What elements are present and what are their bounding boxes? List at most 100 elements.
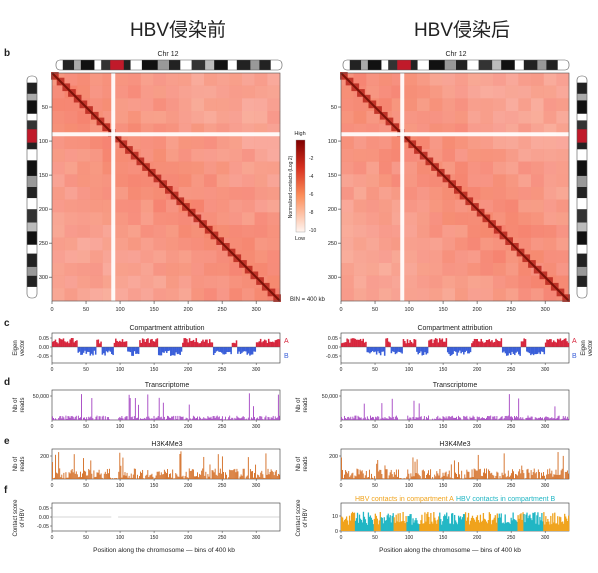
hic-block — [153, 149, 167, 162]
h3k4me3-track-bar — [94, 477, 96, 479]
hic-block — [191, 187, 205, 200]
hbv-b-bar — [462, 514, 465, 531]
hic-block — [216, 85, 230, 99]
h3k4me3-track-bar — [470, 477, 472, 479]
hbv-a-bar — [488, 512, 490, 531]
chromosome-band — [130, 60, 143, 70]
hbv-a-bar — [404, 523, 406, 531]
hic-xtick-label: 300 — [541, 307, 550, 313]
h3k4me3-track-bar — [228, 477, 230, 479]
compartment-b-bar — [530, 347, 532, 356]
hic-block — [191, 225, 205, 238]
transcriptome-track-bar — [348, 416, 350, 420]
h3k4me3-track-bar — [384, 465, 386, 479]
hic-block — [90, 85, 103, 99]
h3k4me3-track-bar — [533, 468, 535, 479]
compartment-b-bar — [453, 347, 456, 352]
hic-block — [467, 263, 481, 276]
h3k4me3-track-bar — [78, 476, 80, 479]
hbv-b-bar — [463, 514, 466, 531]
h3k4me3-track-bar — [434, 474, 436, 479]
ylabel-chip-right: reads — [303, 456, 309, 471]
hic-block — [353, 73, 367, 86]
chromosome-band — [577, 142, 587, 150]
hic-block — [140, 250, 154, 264]
hic-block — [417, 212, 430, 226]
compartment-a-bar — [153, 341, 156, 347]
hbv-a-bar — [379, 511, 381, 531]
h3k4me3-track-bar — [355, 476, 357, 479]
h3k4me3-track-bar — [520, 473, 522, 479]
compartment-a-bar — [559, 338, 562, 347]
transcriptome-track-bar — [471, 417, 473, 420]
compartment-b-bar — [77, 347, 80, 353]
transcriptome-track-bar — [146, 416, 148, 420]
hic-block — [417, 187, 430, 200]
transcriptome-track-bar — [228, 417, 230, 420]
track-xtick-label: 100 — [405, 535, 414, 541]
compartment-b-bar — [534, 347, 536, 355]
hic-block — [379, 225, 392, 238]
track-xtick-label: 300 — [541, 535, 550, 541]
transcriptome-track-bar — [227, 419, 229, 420]
h3k4me3-track-bar — [255, 464, 257, 479]
hic-block — [216, 149, 230, 162]
h3k4me3-track-bar — [249, 469, 251, 479]
transcriptome-track-bar — [252, 418, 253, 420]
h3k4me3-track-bar — [486, 468, 487, 479]
hbv-a-bar — [485, 521, 488, 531]
hbv-a-bar — [348, 515, 351, 531]
compartment-a-bar — [120, 341, 122, 347]
h3k4me3-track-bar — [208, 476, 210, 479]
h3k4me3-track-bar — [72, 472, 74, 479]
hbv-a-bar — [543, 512, 545, 531]
hic-block — [505, 288, 519, 302]
hbv-a-bar — [351, 511, 354, 531]
hic-block — [242, 174, 255, 188]
chromosome-band — [27, 175, 37, 188]
hic-block — [216, 111, 230, 124]
hbv-b-bar — [372, 524, 375, 531]
compartment-a-bar — [563, 338, 566, 347]
transcriptome-track-bar — [493, 416, 495, 420]
h3k4me3-track-bar — [257, 474, 259, 479]
hic-block — [404, 161, 418, 175]
hic-block — [242, 98, 255, 112]
transcriptome-track-bar — [262, 419, 264, 420]
hbv-a-bar — [437, 519, 439, 531]
hbv-b-bar — [504, 514, 506, 531]
hbv-a-bar — [468, 524, 471, 531]
track-xtick-label: 100 — [116, 424, 125, 430]
compartment-b-bar — [501, 347, 504, 353]
h3k4me3-track-bar — [202, 468, 204, 479]
h3k4me3-track-bar — [119, 452, 121, 479]
transcriptome-track-bar — [553, 418, 555, 420]
hic-block — [128, 111, 141, 124]
h3k4me3-track-bar — [505, 477, 507, 479]
xaxis-label-right: Position along the chromosome — bins of … — [379, 547, 521, 554]
h3k4me3-track-bar — [548, 474, 550, 479]
track-frame — [51, 389, 281, 421]
hic-block — [191, 263, 205, 276]
chromosome-band — [577, 244, 587, 254]
transcriptome-track-bar — [173, 415, 175, 420]
hic-block — [153, 288, 167, 302]
h3k4me3-track-bar — [142, 469, 144, 479]
hbv-a-bar — [438, 516, 440, 531]
hic-block — [455, 212, 468, 226]
h3k4me3-track-bar — [495, 475, 497, 479]
hic-block — [493, 149, 506, 162]
compartment-a-bar — [405, 343, 407, 347]
h3k4me3-track-bar — [187, 477, 189, 479]
compartment-a-bar — [564, 338, 567, 347]
transcriptome-track-bar — [503, 418, 505, 420]
hic-block — [480, 136, 494, 150]
track-xtick-label: 200 — [184, 367, 193, 373]
compartment-b-bar — [135, 347, 137, 354]
compartment-a-bar — [117, 341, 120, 347]
hbv-b-bar — [417, 523, 419, 531]
hic-block — [353, 250, 367, 264]
hbv-a-bar — [568, 515, 570, 531]
hic-block — [90, 98, 103, 112]
compartment-b-bar — [511, 347, 513, 352]
